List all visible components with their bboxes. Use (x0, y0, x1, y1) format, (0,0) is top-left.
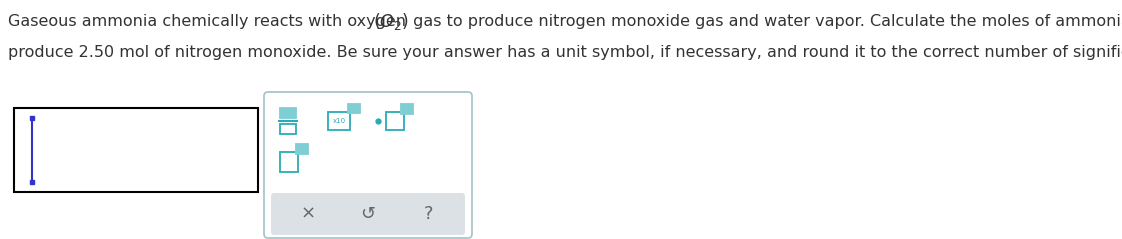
Bar (280, 108, 296, 118)
Text: gas to produce nitrogen monoxide gas and water vapor. Calculate the moles of amm: gas to produce nitrogen monoxide gas and… (408, 14, 1122, 29)
Text: ?: ? (423, 205, 433, 223)
Text: x10: x10 (332, 118, 346, 124)
Bar (296, 144, 309, 154)
Bar (348, 104, 360, 113)
Bar (401, 104, 413, 114)
Bar (280, 124, 296, 134)
Bar (280, 152, 298, 172)
Text: $(O_2)$: $(O_2)$ (373, 11, 408, 32)
Text: ×: × (301, 205, 315, 223)
Bar (328, 112, 350, 130)
FancyBboxPatch shape (264, 92, 472, 238)
Bar (386, 112, 404, 130)
FancyBboxPatch shape (272, 193, 465, 235)
Text: Gaseous ammonia chemically reacts with oxygen: Gaseous ammonia chemically reacts with o… (8, 14, 411, 29)
Text: produce 2.50 mol of nitrogen monoxide. Be sure your answer has a unit symbol, if: produce 2.50 mol of nitrogen monoxide. B… (8, 45, 1122, 60)
Bar (13, 108, 258, 192)
Text: ↺: ↺ (360, 205, 376, 223)
